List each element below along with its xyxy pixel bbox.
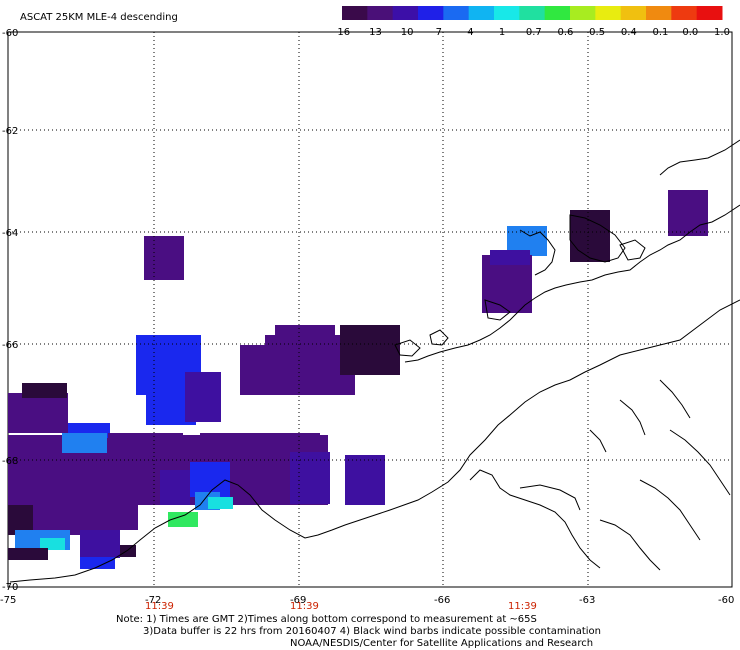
colorbar-swatch <box>646 6 672 20</box>
footnote-line-2: 3)Data buffer is 22 hrs from 20160407 4)… <box>143 626 601 637</box>
wind-cell <box>168 512 198 527</box>
wind-cell <box>8 393 68 433</box>
wind-cell <box>345 455 385 505</box>
map-frame <box>7 31 733 588</box>
lat-label: -66 <box>2 340 18 351</box>
colorbar-swatch <box>418 6 444 20</box>
wind-cell <box>208 497 233 509</box>
wind-cell <box>275 325 335 345</box>
colorbar-swatch <box>494 6 520 20</box>
wind-cell <box>144 236 184 280</box>
wind-cell <box>22 383 67 398</box>
wind-cell <box>190 462 230 497</box>
graticule <box>8 32 732 587</box>
lat-label: -62 <box>2 126 18 137</box>
wind-cell <box>62 433 107 453</box>
colorbar-swatch <box>392 6 419 20</box>
wind-cell <box>40 500 120 535</box>
lat-label: -64 <box>2 228 18 239</box>
footnote-line-1: Note: 1) Times are GMT 2)Times along bot… <box>116 614 537 625</box>
wind-cell <box>668 190 708 236</box>
colorbar-swatch <box>570 6 596 20</box>
wind-cell <box>160 470 190 505</box>
colorbar-swatch <box>342 6 368 20</box>
map-title: ASCAT 25KM MLE-4 descending <box>20 12 178 23</box>
lat-label: -60 <box>2 28 18 39</box>
lat-label: -68 <box>2 456 18 467</box>
time-labels: 11:39 11:39 11:39 <box>145 601 537 612</box>
lon-label: -72 <box>145 595 161 606</box>
wind-cell <box>108 433 183 458</box>
wind-cell <box>40 538 65 550</box>
wind-cell <box>355 340 400 375</box>
wind-cell <box>8 548 48 560</box>
wind-cell <box>80 530 120 558</box>
colorbar-swatch <box>367 6 394 20</box>
colorbar-swatch <box>671 6 698 20</box>
colorbar-swatch <box>468 6 495 20</box>
colorbar-swatch <box>443 6 470 20</box>
time-label: 11:39 <box>508 601 537 612</box>
wind-cell <box>490 250 530 265</box>
lon-label: -63 <box>579 595 595 606</box>
footnote-line-3: NOAA/NESDIS/Center for Satellite Applica… <box>290 638 594 649</box>
wind-cell <box>120 545 136 557</box>
lon-label: -69 <box>290 595 306 606</box>
wind-cell <box>185 372 221 422</box>
wind-data-cells <box>8 190 708 569</box>
colorbar-swatch <box>519 6 546 20</box>
colorbar-swatch <box>620 6 647 20</box>
lat-label: -70 <box>2 582 18 593</box>
colorbar-swatch <box>544 6 571 20</box>
lon-label: -75 <box>0 595 16 606</box>
wind-cell <box>570 210 610 262</box>
colorbar-swatch <box>595 6 622 20</box>
latitude-labels: -60 -62 -64 -66 -68 -70 <box>2 28 18 593</box>
coastline <box>9 139 740 583</box>
colorbar: -16 -13 -10 -7 -4 -1 -0.7 -0.6 -0.5 -0.4 -0.1 0.0 1.… <box>334 6 730 38</box>
lon-label: -60 <box>718 595 734 606</box>
wind-cell <box>290 452 330 504</box>
time-label: 11:39 <box>290 601 319 612</box>
lon-label: -66 <box>434 595 450 606</box>
longitude-labels: -75 -72 -69 -66 -63 -60 <box>0 595 734 606</box>
colorbar-swatch <box>696 6 723 20</box>
wind-cell <box>80 557 115 569</box>
time-label: 11:39 <box>145 601 174 612</box>
